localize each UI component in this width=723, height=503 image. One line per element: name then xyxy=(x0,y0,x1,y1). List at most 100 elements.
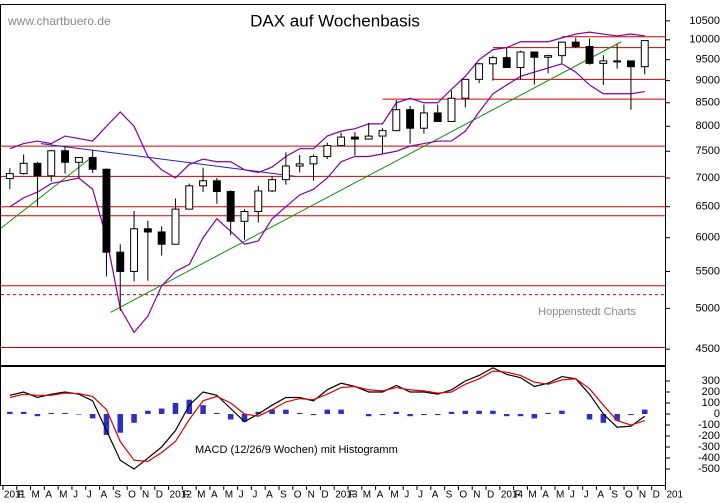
x-tick-label: F xyxy=(18,490,24,501)
y-tick-label: -500 xyxy=(698,463,720,475)
histogram-bar xyxy=(545,412,551,415)
histogram-bar xyxy=(393,411,400,415)
histogram-bar xyxy=(600,414,607,423)
x-tick-label: J xyxy=(584,490,589,501)
x-tick-label: D xyxy=(653,490,660,501)
macd-line xyxy=(9,370,645,462)
x-tick-label: 2011 xyxy=(4,490,26,501)
candle-body xyxy=(475,63,484,80)
histogram-bar xyxy=(324,409,331,415)
x-tick-label: N xyxy=(473,490,480,501)
x-tick-label: S xyxy=(611,490,618,501)
y-tick-label: 7500 xyxy=(696,145,720,157)
histogram-bar xyxy=(531,414,538,419)
y-tick-label: 10500 xyxy=(689,15,720,27)
x-tick-label: F xyxy=(349,490,355,501)
x-tick-label: S xyxy=(446,490,453,501)
histogram-bar xyxy=(462,410,469,415)
y-tick-label: 8500 xyxy=(696,97,720,109)
candle-body xyxy=(571,41,580,47)
x-tick-label: M xyxy=(225,490,233,501)
x-tick-label: J xyxy=(404,490,409,501)
histogram-bar xyxy=(255,411,262,415)
x-tick-label: O xyxy=(128,490,136,501)
histogram-bar xyxy=(48,412,55,415)
histogram-bar xyxy=(559,410,565,415)
trend-line xyxy=(110,41,622,313)
chart-title: DAX auf Wochenbasis xyxy=(250,11,420,30)
candle-body xyxy=(143,228,152,233)
price-panel xyxy=(0,4,666,366)
macd-line xyxy=(9,367,646,470)
y-tick-label: 5500 xyxy=(696,265,720,277)
x-tick-label: A xyxy=(597,490,604,501)
histogram-bar xyxy=(145,410,151,415)
histogram-bar xyxy=(20,411,27,415)
candle-body xyxy=(199,180,208,187)
credit: Hoppenstedt Charts xyxy=(538,306,636,318)
macd-panel xyxy=(0,366,666,486)
histogram-bar xyxy=(214,412,220,415)
y-tick-label: 200 xyxy=(702,386,720,398)
histogram-bar xyxy=(283,409,289,415)
x-tick-label: 2014 xyxy=(501,490,524,501)
candle-body xyxy=(19,162,28,175)
y-tick-label: 0 xyxy=(714,408,720,420)
y-tick-label: 9500 xyxy=(696,54,720,66)
candle-body xyxy=(419,112,428,129)
histogram-bar xyxy=(379,414,386,416)
x-tick-label: J xyxy=(87,490,92,501)
x-tick-label: A xyxy=(377,490,384,501)
x-tick-label: N xyxy=(308,490,315,501)
y-tick-label: 10000 xyxy=(689,34,720,46)
candle-body xyxy=(47,150,56,177)
histogram-bar xyxy=(34,414,41,417)
x-tick-label: 201 xyxy=(666,490,683,501)
candle-body xyxy=(544,55,553,58)
candle-body xyxy=(613,60,622,63)
histogram-bar xyxy=(476,410,482,415)
y-tick-label: -400 xyxy=(698,452,720,464)
x-tick-label: F xyxy=(183,490,189,501)
histogram-bar xyxy=(76,414,82,415)
x-tick-label: 2013 xyxy=(335,490,358,501)
candle-body xyxy=(33,162,42,177)
candle-body xyxy=(599,60,608,64)
x-tick-label: 2012 xyxy=(170,490,193,501)
candle-body xyxy=(268,179,277,192)
histogram-bar xyxy=(310,414,317,416)
x-tick-label: D xyxy=(321,490,328,501)
bollinger-upper xyxy=(9,31,645,179)
x-tick-label: J xyxy=(570,490,575,501)
y-tick-label: 8000 xyxy=(696,120,720,132)
bollinger-lower xyxy=(9,63,645,334)
candle-body xyxy=(102,168,111,253)
candle-body xyxy=(557,41,566,57)
histogram-bar xyxy=(296,412,303,415)
histogram-bar xyxy=(338,409,344,415)
candle-body xyxy=(406,109,415,129)
x-tick-label: D xyxy=(156,490,163,501)
histogram-bar xyxy=(131,414,137,423)
x-tick-label: N xyxy=(142,490,149,501)
candle-body xyxy=(309,155,318,165)
y-tick-label: -100 xyxy=(698,419,720,431)
histogram-bar xyxy=(172,402,179,415)
candle-body xyxy=(281,165,290,181)
x-tick-label: J xyxy=(73,490,78,501)
x-tick-label: J xyxy=(239,490,244,501)
y-tick-label: 6500 xyxy=(696,201,720,213)
histogram-bar xyxy=(448,411,455,415)
x-tick-label: S xyxy=(280,490,287,501)
x-tick-label: M xyxy=(197,490,205,501)
histogram-bar xyxy=(628,414,634,416)
x-tick-label: A xyxy=(211,490,218,501)
candle-body xyxy=(116,251,125,272)
candle-body xyxy=(433,112,442,122)
macd-annotation: MACD (12/26/9 Wochen) mit Histogramm xyxy=(195,444,398,456)
x-tick-label: M xyxy=(32,490,40,501)
candle-body xyxy=(461,78,470,99)
candle-body xyxy=(364,135,373,140)
candle-body xyxy=(185,185,194,210)
